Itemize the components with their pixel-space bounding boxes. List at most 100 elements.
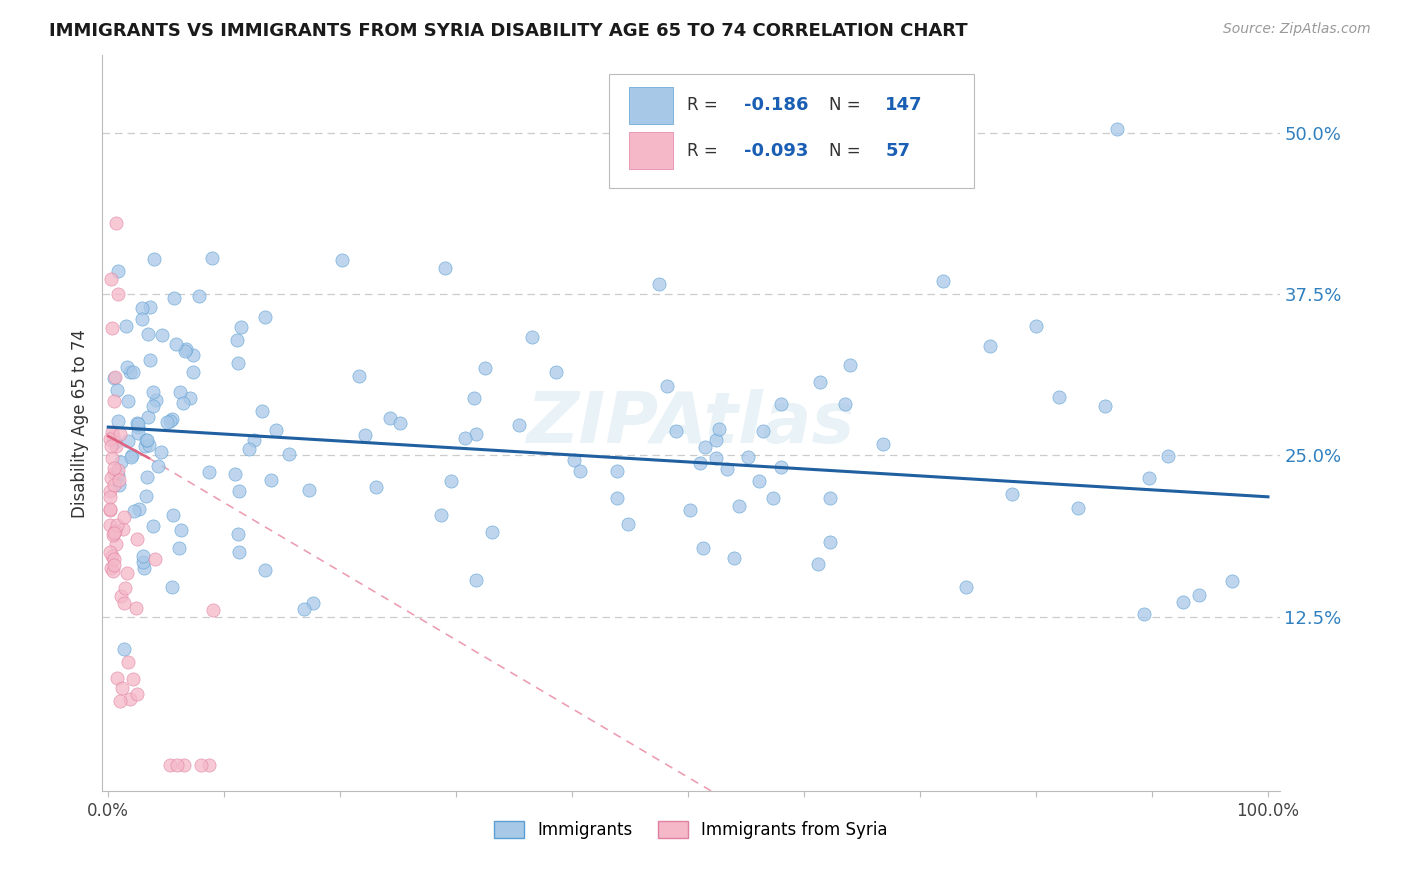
- Bar: [628, 87, 673, 124]
- Point: [107, 414, 129, 428]
- Point: [172, 396, 194, 410]
- Point: [388, 416, 411, 430]
- Point: [114, 582, 136, 596]
- Point: [569, 464, 592, 478]
- Point: [1066, 501, 1088, 516]
- Point: [142, 399, 165, 413]
- Point: [125, 601, 148, 615]
- Point: [190, 758, 212, 772]
- Point: [463, 392, 485, 406]
- Point: [121, 449, 143, 463]
- Point: [1137, 471, 1160, 485]
- Point: [100, 272, 122, 286]
- Point: [142, 384, 165, 399]
- Point: [98, 545, 121, 559]
- Point: [103, 371, 125, 385]
- Point: [142, 518, 165, 533]
- Text: N =: N =: [828, 142, 866, 160]
- Point: [606, 464, 628, 478]
- Text: IMMIGRANTS VS IMMIGRANTS FROM SYRIA DISABILITY AGE 65 TO 74 CORRELATION CHART: IMMIGRANTS VS IMMIGRANTS FROM SYRIA DISA…: [49, 22, 967, 40]
- Point: [254, 564, 277, 578]
- Point: [481, 524, 503, 539]
- Point: [198, 465, 221, 479]
- Point: [105, 537, 128, 551]
- Point: [689, 456, 711, 470]
- Point: [112, 510, 135, 524]
- Point: [107, 264, 129, 278]
- Point: [226, 334, 249, 348]
- Point: [238, 442, 260, 457]
- Point: [143, 551, 166, 566]
- Point: [201, 603, 224, 617]
- Point: [655, 379, 678, 393]
- Point: [769, 460, 792, 475]
- Point: [127, 419, 149, 434]
- Point: [103, 466, 125, 480]
- Point: [143, 252, 166, 266]
- Point: [1025, 319, 1047, 334]
- Point: [103, 552, 125, 566]
- Point: [226, 356, 249, 370]
- Point: [108, 478, 131, 492]
- Y-axis label: Disability Age 65 to 74: Disability Age 65 to 74: [72, 329, 89, 517]
- Point: [807, 558, 830, 572]
- Point: [117, 656, 139, 670]
- Point: [1047, 390, 1070, 404]
- Point: [105, 671, 128, 685]
- Point: [134, 560, 156, 574]
- Point: [347, 369, 370, 384]
- Point: [131, 311, 153, 326]
- Point: [120, 365, 142, 379]
- Point: [100, 561, 122, 575]
- Text: -0.093: -0.093: [744, 142, 808, 160]
- Point: [162, 508, 184, 522]
- Point: [562, 452, 585, 467]
- Point: [748, 474, 770, 488]
- Point: [242, 434, 264, 448]
- Point: [165, 337, 187, 351]
- Point: [101, 549, 124, 564]
- Bar: [628, 132, 673, 169]
- Text: ZIPAtlas: ZIPAtlas: [527, 389, 855, 458]
- Point: [118, 692, 141, 706]
- Point: [1188, 588, 1211, 602]
- Point: [716, 462, 738, 476]
- Point: [707, 421, 730, 435]
- Point: [120, 450, 142, 465]
- Point: [955, 580, 977, 594]
- Point: [808, 375, 831, 389]
- Point: [617, 516, 640, 531]
- Point: [201, 251, 224, 265]
- Point: [112, 642, 135, 657]
- Point: [111, 522, 134, 536]
- Point: [704, 433, 727, 447]
- Point: [108, 694, 131, 708]
- Point: [101, 527, 124, 541]
- Point: [136, 409, 159, 424]
- Point: [115, 566, 138, 580]
- Point: [226, 526, 249, 541]
- Point: [98, 484, 121, 499]
- Point: [173, 758, 195, 772]
- Point: [108, 426, 131, 441]
- Point: [465, 426, 488, 441]
- Point: [139, 353, 162, 368]
- Point: [101, 425, 124, 440]
- Point: [762, 491, 785, 505]
- Point: [125, 416, 148, 430]
- Text: 147: 147: [886, 96, 922, 114]
- Point: [834, 397, 856, 411]
- Point: [253, 310, 276, 324]
- Point: [112, 595, 135, 609]
- Point: [474, 361, 496, 376]
- Point: [100, 432, 122, 446]
- Legend: Immigrants, Immigrants from Syria: Immigrants, Immigrants from Syria: [488, 814, 894, 846]
- Point: [723, 550, 745, 565]
- Point: [98, 502, 121, 516]
- Point: [159, 414, 181, 428]
- Point: [465, 573, 488, 587]
- Point: [278, 447, 301, 461]
- Text: -0.186: -0.186: [744, 96, 808, 114]
- Point: [100, 321, 122, 335]
- Point: [159, 758, 181, 772]
